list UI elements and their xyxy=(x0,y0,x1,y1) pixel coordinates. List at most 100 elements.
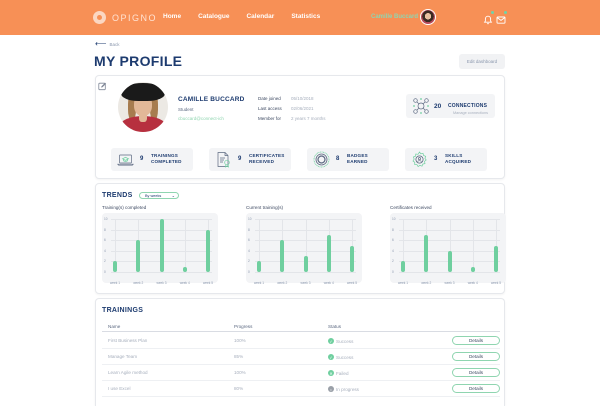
y-tick-label: 8 xyxy=(392,227,394,232)
bar[interactable] xyxy=(136,240,141,272)
stat-badges-earned[interactable]: 8 BADGES EARNED xyxy=(307,148,389,171)
nav-home[interactable]: Home xyxy=(163,13,182,20)
period-select[interactable]: By weeks ⌄ xyxy=(139,192,179,199)
meta-value: 02/06/2021 xyxy=(291,106,314,111)
connections-widget[interactable]: 20 CONNECTIONS Manage connections xyxy=(406,94,495,118)
bar[interactable] xyxy=(303,256,308,272)
mail-icon[interactable] xyxy=(496,11,507,24)
user-avatar[interactable] xyxy=(420,9,436,25)
bar[interactable] xyxy=(113,261,117,272)
x-tick-label: week 4 xyxy=(467,281,478,285)
column-header-status: Status xyxy=(328,324,342,329)
gridline xyxy=(399,272,500,273)
meta-value: 05/10/2018 xyxy=(291,96,314,101)
x-tick-label: week 3 xyxy=(444,281,455,285)
nav-calendar[interactable]: Calendar xyxy=(246,13,275,20)
stat-certificates-received[interactable]: 9 CERTIFICATES RECEIVED xyxy=(209,148,291,171)
chart-title: Training(s) completed xyxy=(102,205,147,210)
page-title: MY PROFILE xyxy=(94,53,183,69)
y-tick-label: 2 xyxy=(104,259,106,264)
gridline xyxy=(115,219,116,272)
column-header-name: Name xyxy=(108,324,121,329)
bar[interactable] xyxy=(494,245,498,272)
y-tick-label: 2 xyxy=(248,259,250,264)
bar[interactable] xyxy=(350,245,354,272)
bar[interactable] xyxy=(206,229,210,272)
table-row: I use Excel 80% • In progress Details xyxy=(102,381,500,397)
gridline xyxy=(111,272,212,273)
x-tick-label: week 1 xyxy=(109,281,121,285)
details-button[interactable]: Details xyxy=(452,336,500,345)
connections-label: CONNECTIONS xyxy=(448,103,488,109)
y-tick-label: 0 xyxy=(104,270,106,274)
edit-dashboard-button[interactable]: Edit dashboard xyxy=(459,54,505,69)
bar[interactable] xyxy=(257,261,261,272)
nav-catalogue[interactable]: Catalogue xyxy=(198,13,230,20)
status-icon: • xyxy=(328,386,334,392)
connections-network-icon xyxy=(412,97,430,115)
stat-label: CERTIFICATES RECEIVED xyxy=(249,153,285,164)
badge-icon xyxy=(313,151,330,168)
top-navigation-bar: OPIGNO Home Catalogue Calendar Statistic… xyxy=(0,0,600,35)
chevron-down-icon: ⌄ xyxy=(171,193,175,198)
chart-current-trainings: Current training(s) 0 2 4 6 8 10 week 1 week 2 w… xyxy=(246,205,362,285)
training-progress: 80% xyxy=(234,386,244,391)
period-select-value: By weeks xyxy=(145,193,162,198)
y-tick-label: 4 xyxy=(392,248,394,253)
bar[interactable] xyxy=(424,234,429,272)
training-name: Manage Team xyxy=(108,354,138,359)
bar[interactable] xyxy=(326,234,331,272)
arrow-left-icon: ⟵ xyxy=(95,39,107,48)
bar[interactable] xyxy=(280,240,285,272)
gridline xyxy=(259,219,260,272)
meta-label: Date joined xyxy=(258,96,281,101)
chart-certificates-received: Certificates received 0 2 4 6 8 10 week 1 week … xyxy=(390,205,506,285)
table-row: Manage Team 85% ✓ Success Details xyxy=(102,349,500,365)
y-tick-label: 6 xyxy=(104,238,106,243)
stat-count: 8 xyxy=(336,156,340,162)
notification-dot xyxy=(491,11,494,14)
chart-title: Current training(s) xyxy=(246,205,284,210)
stat-trainings-completed[interactable]: 9 TRAININGS COMPLETED xyxy=(111,148,193,171)
profile-meta: Date joined 05/10/2018 Last access 02/06… xyxy=(258,96,326,121)
table-row: Learn Agile method 100% ✕ Failed Details xyxy=(102,365,500,381)
training-name: Learn Agile method xyxy=(108,370,148,375)
x-tick-label: week 4 xyxy=(323,281,334,285)
training-progress: 100% xyxy=(234,370,246,375)
details-button[interactable]: Details xyxy=(452,352,500,361)
nav-statistics[interactable]: Statistics xyxy=(291,13,321,20)
bar[interactable] xyxy=(159,219,164,272)
bar[interactable] xyxy=(447,250,452,272)
profile-role: Student xyxy=(178,107,194,112)
training-progress: 100% xyxy=(234,338,246,343)
back-label: Back xyxy=(109,41,120,47)
logo[interactable]: OPIGNO xyxy=(93,11,157,24)
bar[interactable] xyxy=(182,266,187,272)
y-tick-label: 0 xyxy=(248,270,250,274)
stat-label: SKILLS ACQUIRED xyxy=(445,153,472,164)
bar[interactable] xyxy=(470,266,475,272)
bar[interactable] xyxy=(401,261,405,272)
status-icon: ✕ xyxy=(328,370,334,376)
stat-count: 9 xyxy=(238,156,242,162)
training-name: I use Excel xyxy=(108,386,131,391)
details-button[interactable]: Details xyxy=(452,368,500,377)
meta-label: Member for xyxy=(258,116,282,121)
stat-skills-acquired[interactable]: 3 SKILLS ACQUIRED xyxy=(405,148,487,171)
manage-connections-link[interactable]: Manage connections xyxy=(453,111,489,115)
stat-label: BADGES EARNED xyxy=(347,153,368,164)
profile-email[interactable]: cbuccard@connect-ich xyxy=(178,116,224,121)
details-button[interactable]: Details xyxy=(452,384,500,393)
connections-count: 20 xyxy=(434,103,442,110)
gridline xyxy=(255,272,356,273)
back-link[interactable]: ⟵ Back xyxy=(95,39,120,48)
y-tick-label: 10 xyxy=(248,217,252,221)
user-name-link[interactable]: Camille Buccard xyxy=(371,14,419,20)
y-tick-label: 2 xyxy=(392,259,394,264)
edit-profile-icon[interactable] xyxy=(98,78,107,91)
status-icon: ✓ xyxy=(328,338,334,344)
bell-icon[interactable] xyxy=(483,11,494,25)
chart-plot: 0 2 4 6 8 10 week 1 week 2 week 3 week 4 week 5 xyxy=(246,213,362,285)
certificate-icon xyxy=(215,151,232,168)
chart-plot: 0 2 4 6 8 10 week 1 week 2 week 3 week 4 week 5 xyxy=(102,213,218,285)
